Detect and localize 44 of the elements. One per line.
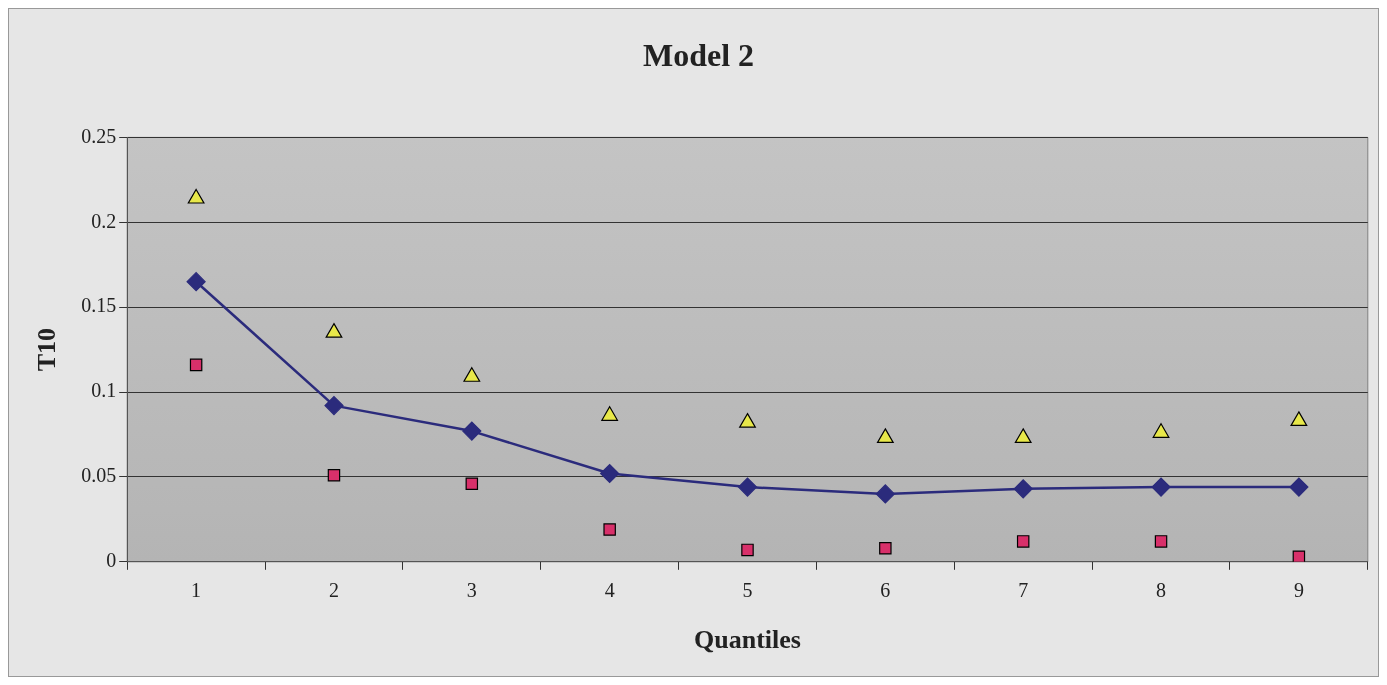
x-tick-label: 7 <box>1018 579 1029 602</box>
point <box>876 428 894 443</box>
x-axis-title: Quantiles <box>694 625 801 655</box>
x-tick-label: 8 <box>1156 579 1167 602</box>
x-tick-label: 4 <box>604 579 615 602</box>
x-tick-label: 9 <box>1293 579 1304 602</box>
point <box>1154 535 1168 548</box>
y-tick-label: 0.1 <box>91 379 117 402</box>
point <box>324 396 344 416</box>
point <box>327 468 341 482</box>
point <box>463 367 481 382</box>
x-tick-label: 3 <box>466 579 477 602</box>
point <box>1016 535 1030 548</box>
point <box>879 541 892 555</box>
point <box>187 188 205 204</box>
y-tick-label: 0 <box>106 549 117 572</box>
point <box>875 484 895 504</box>
chart-title: Model 2 <box>642 37 755 74</box>
point <box>325 323 343 338</box>
point <box>1152 423 1170 438</box>
y-tick-label: 0.15 <box>81 294 117 317</box>
y-tick-label: 0.25 <box>81 124 117 147</box>
point <box>1013 479 1033 499</box>
point <box>600 463 620 484</box>
point <box>1151 477 1171 497</box>
point <box>601 406 619 421</box>
point <box>465 477 479 490</box>
y-tick-label: 0.2 <box>91 209 117 232</box>
point <box>603 523 616 536</box>
point <box>737 477 758 497</box>
x-tick-label: 2 <box>328 579 339 602</box>
x-tick-label: 5 <box>742 579 753 602</box>
point <box>1014 428 1032 443</box>
point <box>1290 411 1308 426</box>
point <box>739 413 756 428</box>
x-tick-label: 1 <box>191 579 202 602</box>
point <box>1292 550 1306 562</box>
point <box>741 543 754 557</box>
point <box>189 358 203 372</box>
point <box>1289 477 1309 497</box>
y-axis-title: T10 <box>32 327 62 372</box>
point <box>462 421 482 441</box>
x-tick-label: 6 <box>880 579 891 602</box>
y-tick-label: 0.05 <box>81 464 117 487</box>
